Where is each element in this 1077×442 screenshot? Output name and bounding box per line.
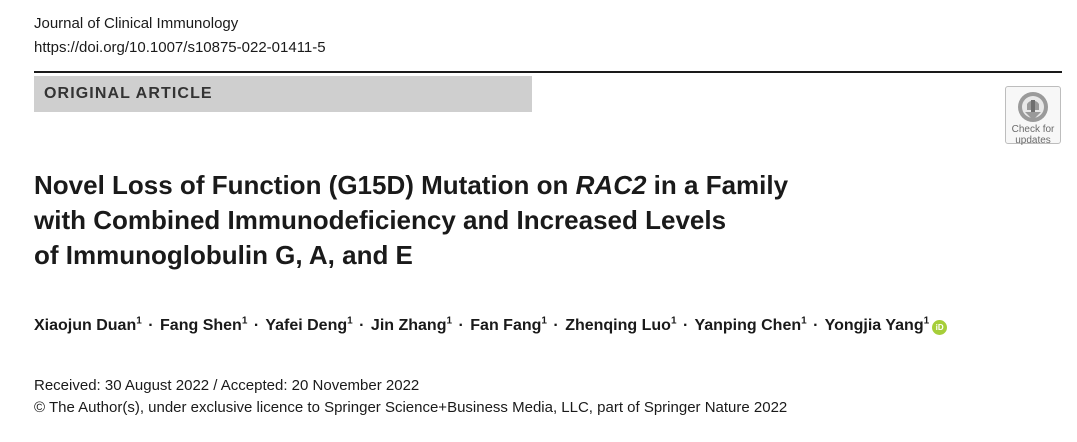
- check-for-updates-button[interactable]: Check for updates: [1005, 86, 1061, 146]
- doi-link[interactable]: https://doi.org/10.1007/s10875-022-01411…: [34, 39, 326, 56]
- affiliation-marker: 1: [347, 315, 353, 327]
- check-for-updates-label-2: updates: [1015, 135, 1051, 146]
- affiliation-marker: 1: [541, 315, 547, 327]
- title-gene-name: RAC2: [575, 170, 647, 200]
- crossmark-icon: [1018, 92, 1048, 122]
- title-line-3: of Immunoglobulin G, A, and E: [34, 240, 413, 270]
- author-list: Xiaojun Duan1 · Fang Shen1 · Yafei Deng1…: [34, 315, 948, 336]
- article-type-banner: ORIGINAL ARTICLE: [34, 76, 532, 112]
- affiliation-marker: 1: [136, 315, 142, 327]
- affiliation-marker: 1: [446, 315, 453, 327]
- author-separator: ·: [553, 317, 559, 334]
- author-name[interactable]: Xiaojun Duan: [34, 317, 137, 334]
- author-separator: ·: [253, 317, 260, 334]
- orcid-icon[interactable]: iD: [932, 320, 948, 335]
- article-title: Novel Loss of Function (G15D) Mutation o…: [34, 168, 974, 273]
- author-name[interactable]: Zhenqing Luo: [565, 317, 671, 334]
- title-line-1-end: in a Family: [646, 170, 789, 200]
- affiliation-marker: 1: [801, 315, 807, 327]
- author-name[interactable]: Yanping Chen: [694, 317, 802, 334]
- affiliation-marker: 1: [241, 315, 248, 327]
- author-name[interactable]: Fan Fang: [470, 317, 542, 334]
- header-divider: [34, 71, 1062, 73]
- author-separator: ·: [813, 317, 819, 334]
- author-name[interactable]: Jin Zhang: [370, 317, 447, 334]
- title-line-1: Novel Loss of Function (G15D) Mutation o…: [34, 168, 974, 203]
- author-name[interactable]: Yongjia Yang: [824, 317, 924, 334]
- journal-name: Journal of Clinical Immunology: [34, 15, 239, 32]
- title-line-1-start: Novel Loss of Function (G15D) Mutation o…: [34, 170, 576, 200]
- copyright-notice: © The Author(s), under exclusive licence…: [34, 399, 788, 416]
- author-separator: ·: [458, 317, 464, 334]
- received-accepted-dates: Received: 30 August 2022 / Accepted: 20 …: [34, 377, 420, 394]
- author-separator: ·: [148, 317, 154, 334]
- check-for-updates-label-1: Check for: [1011, 124, 1055, 135]
- author-name[interactable]: Yafei Deng: [265, 317, 348, 334]
- affiliation-marker: 1: [923, 315, 930, 327]
- author-separator: ·: [359, 317, 365, 334]
- author-name[interactable]: Fang Shen: [160, 317, 242, 334]
- affiliation-marker: 1: [670, 315, 677, 327]
- author-separator: ·: [682, 317, 689, 334]
- title-line-2: with Combined Immunodeficiency and Incre…: [34, 205, 727, 235]
